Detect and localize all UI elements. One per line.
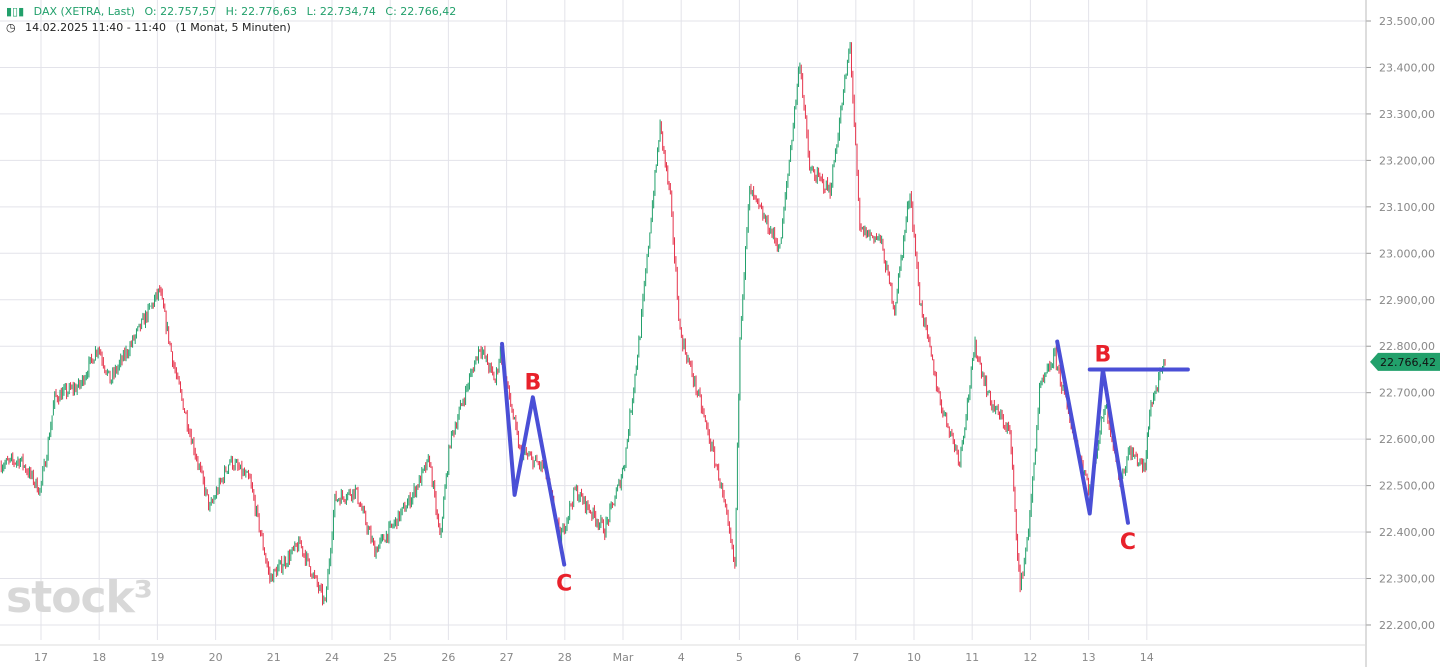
- y-tick-label: 23.500,00: [1379, 15, 1435, 28]
- wave-label-c: C: [1120, 530, 1136, 555]
- x-tick-label: 17: [34, 651, 48, 664]
- x-tick-label: 5: [736, 651, 743, 664]
- wave-drawing: [500, 341, 567, 567]
- candles: [0, 41, 1166, 606]
- candlestick-icon: ▮▯▮: [6, 5, 25, 18]
- last-price-label: 22.766,42: [1380, 356, 1436, 369]
- x-tick-label: 11: [965, 651, 979, 664]
- x-tick-label: 24: [325, 651, 339, 664]
- grid-lines: [0, 0, 1366, 640]
- wave-label-b: B: [524, 370, 541, 395]
- y-tick-label: 23.300,00: [1379, 108, 1435, 121]
- ohlc-legend: ▮▯▮ DAX (XETRA, Last) O: 22.757,57 H: 22…: [6, 5, 462, 18]
- x-tick-label: 7: [852, 651, 859, 664]
- stock3-logo: stock³: [6, 572, 153, 623]
- x-tick-label: 13: [1082, 651, 1096, 664]
- last-price-badge: [1370, 352, 1440, 371]
- x-tick-label: 12: [1023, 651, 1037, 664]
- y-tick-label: 23.100,00: [1379, 201, 1435, 214]
- x-tick-label: 18: [92, 651, 106, 664]
- x-tick-label: 10: [907, 651, 921, 664]
- x-tick-label: 21: [267, 651, 281, 664]
- y-tick-label: 22.400,00: [1379, 526, 1435, 539]
- x-tick-label: 19: [150, 651, 164, 664]
- y-tick-label: 22.500,00: [1379, 480, 1435, 493]
- x-tick-label: 25: [383, 651, 397, 664]
- x-tick-label: 28: [558, 651, 572, 664]
- time-legend: ◷ 14.02.2025 11:40 - 11:40 (1 Monat, 5 M…: [6, 21, 297, 34]
- y-tick-label: 22.700,00: [1379, 387, 1435, 400]
- instrument-name: DAX (XETRA, Last): [33, 5, 135, 18]
- wave-label-b: B: [1094, 342, 1111, 367]
- high-value: H: 22.776,63: [225, 5, 298, 18]
- x-tick-label: 26: [441, 651, 455, 664]
- period: (1 Monat, 5 Minuten): [175, 21, 291, 34]
- wave-label-c: C: [556, 572, 572, 597]
- open-value: O: 22.757,57: [144, 5, 217, 18]
- y-tick-label: 22.800,00: [1379, 340, 1435, 353]
- x-tick-label: 4: [678, 651, 685, 664]
- y-tick-label: 22.300,00: [1379, 573, 1435, 586]
- y-tick-label: 23.400,00: [1379, 61, 1435, 74]
- x-tick-label: Mar: [613, 651, 634, 664]
- y-tick-label: 22.200,00: [1379, 619, 1435, 632]
- y-tick-label: 22.600,00: [1379, 433, 1435, 446]
- close-value: C: 22.766,42: [385, 5, 457, 18]
- x-tick-label: 6: [794, 651, 801, 664]
- y-tick-label: 23.000,00: [1379, 247, 1435, 260]
- y-tick-label: 23.200,00: [1379, 154, 1435, 167]
- y-tick-label: 22.900,00: [1379, 294, 1435, 307]
- clock-icon: ◷: [6, 21, 16, 34]
- x-tick-label: 27: [500, 651, 514, 664]
- drawings[interactable]: B C B C: [500, 339, 1190, 597]
- date-range: 14.02.2025 11:40 - 11:40: [25, 21, 166, 34]
- wave-drawing: [1055, 339, 1130, 525]
- x-tick-label: 20: [209, 651, 223, 664]
- low-value: L: 22.734,74: [306, 5, 376, 18]
- x-tick-label: 14: [1140, 651, 1154, 664]
